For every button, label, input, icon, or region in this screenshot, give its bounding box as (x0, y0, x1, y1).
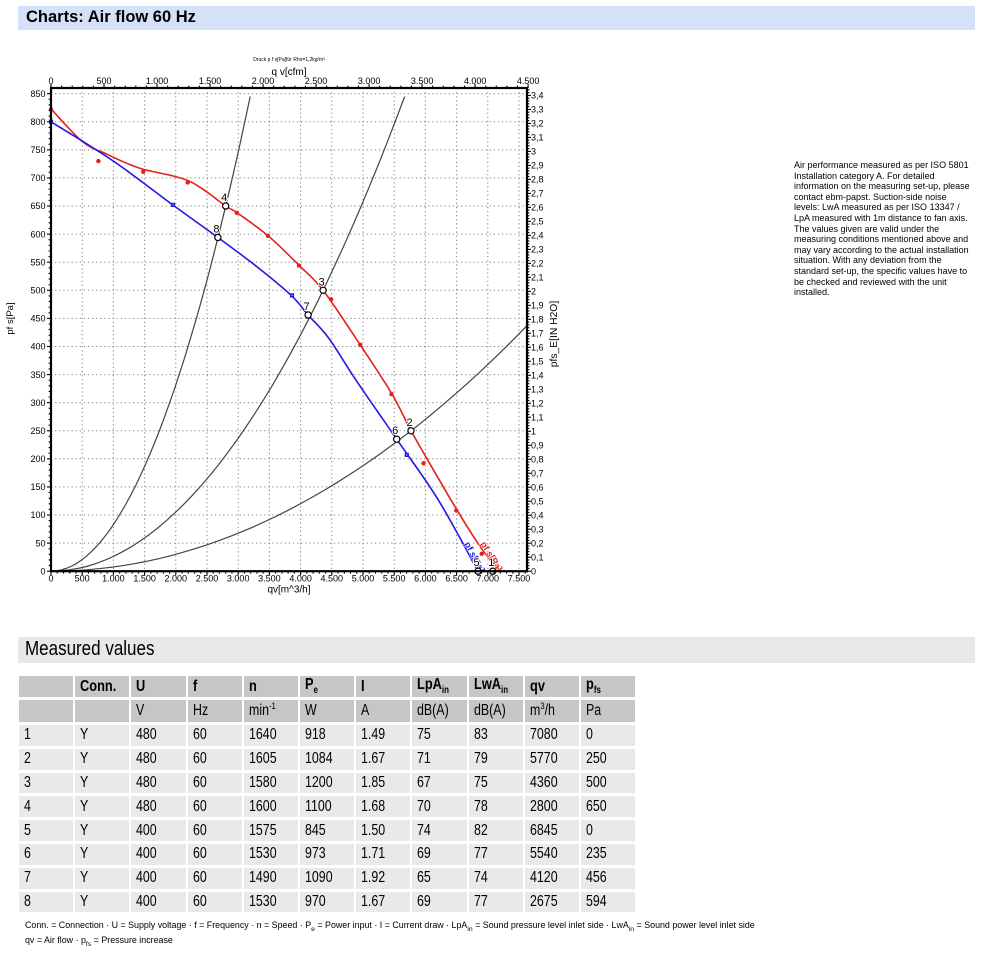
svg-text:350: 350 (30, 370, 45, 380)
svg-text:750: 750 (30, 145, 45, 155)
svg-text:850: 850 (30, 89, 45, 99)
svg-text:3.000: 3.000 (227, 574, 250, 584)
svg-text:250: 250 (30, 426, 45, 436)
svg-text:0,9: 0,9 (531, 441, 544, 451)
svg-text:1,5: 1,5 (531, 357, 544, 367)
svg-text:3,3: 3,3 (531, 105, 544, 115)
svg-text:600: 600 (30, 229, 45, 239)
svg-text:1.500: 1.500 (199, 76, 222, 86)
svg-text:1,2: 1,2 (531, 399, 544, 409)
svg-text:800: 800 (30, 117, 45, 127)
svg-text:3,4: 3,4 (531, 91, 544, 101)
svg-text:1: 1 (488, 557, 494, 569)
svg-text:0,5: 0,5 (531, 496, 544, 506)
svg-text:8: 8 (213, 224, 219, 236)
svg-text:4.000: 4.000 (464, 76, 487, 86)
svg-text:1,9: 1,9 (531, 301, 544, 311)
svg-text:2,3: 2,3 (531, 245, 544, 255)
svg-text:4: 4 (221, 192, 227, 204)
svg-text:0,8: 0,8 (531, 454, 544, 464)
svg-text:400: 400 (30, 342, 45, 352)
svg-text:7: 7 (304, 301, 310, 313)
svg-text:qv[m^3/h]: qv[m^3/h] (267, 585, 310, 596)
svg-text:3,1: 3,1 (531, 133, 544, 143)
svg-text:1: 1 (531, 427, 536, 437)
svg-text:1,3: 1,3 (531, 385, 544, 395)
svg-text:2: 2 (406, 417, 412, 429)
svg-text:1,7: 1,7 (531, 329, 544, 339)
svg-text:1.500: 1.500 (133, 574, 156, 584)
svg-text:2,4: 2,4 (531, 231, 544, 241)
svg-text:0,2: 0,2 (531, 538, 544, 548)
svg-text:1,4: 1,4 (531, 371, 544, 381)
svg-text:200: 200 (30, 454, 45, 464)
svg-text:3,2: 3,2 (531, 119, 544, 129)
svg-text:0: 0 (48, 76, 53, 86)
svg-text:3.500: 3.500 (411, 76, 434, 86)
svg-text:0,4: 0,4 (531, 510, 544, 520)
svg-text:50: 50 (35, 538, 45, 548)
svg-text:2,8: 2,8 (531, 175, 544, 185)
svg-text:4.000: 4.000 (289, 574, 312, 584)
svg-text:0,1: 0,1 (531, 552, 544, 562)
svg-text:2.500: 2.500 (196, 574, 219, 584)
svg-text:500: 500 (75, 574, 90, 584)
svg-text:Druck p f s[Pa]für Rho=1,2kg/m: Druck p f s[Pa]für Rho=1,2kg/m³ (253, 57, 325, 63)
svg-text:0,7: 0,7 (531, 468, 544, 478)
svg-text:3: 3 (319, 276, 325, 288)
svg-text:2,2: 2,2 (531, 259, 544, 269)
svg-text:7.000: 7.000 (477, 574, 500, 584)
svg-text:7.500: 7.500 (508, 574, 531, 584)
svg-text:4.500: 4.500 (321, 574, 344, 584)
svg-text:2,6: 2,6 (531, 203, 544, 213)
svg-text:3.500: 3.500 (258, 574, 281, 584)
svg-text:1,8: 1,8 (531, 315, 544, 325)
svg-text:500: 500 (30, 286, 45, 296)
svg-text:2,9: 2,9 (531, 161, 544, 171)
svg-text:100: 100 (30, 510, 45, 520)
svg-text:pf s[Pa]: pf s[Pa] (5, 302, 16, 334)
svg-text:4.500: 4.500 (517, 76, 540, 86)
svg-text:0: 0 (40, 566, 45, 576)
svg-text:1,1: 1,1 (531, 413, 544, 423)
svg-text:2: 2 (531, 287, 536, 297)
svg-text:pfs_E[IN H2O]: pfs_E[IN H2O] (549, 301, 560, 368)
svg-text:2,5: 2,5 (531, 217, 544, 227)
svg-text:2,1: 2,1 (531, 273, 544, 283)
svg-text:1.000: 1.000 (146, 76, 169, 86)
svg-text:5.000: 5.000 (352, 574, 375, 584)
svg-text:2.000: 2.000 (165, 574, 188, 584)
svg-text:500: 500 (96, 76, 111, 86)
svg-text:550: 550 (30, 257, 45, 267)
svg-text:2,7: 2,7 (531, 189, 544, 199)
svg-text:5.500: 5.500 (383, 574, 406, 584)
svg-text:2.000: 2.000 (252, 76, 275, 86)
svg-text:1,6: 1,6 (531, 343, 544, 353)
svg-text:q v[cfm]: q v[cfm] (271, 67, 306, 78)
svg-text:700: 700 (30, 173, 45, 183)
svg-text:0: 0 (531, 566, 536, 576)
svg-text:6: 6 (392, 425, 398, 437)
svg-text:650: 650 (30, 201, 45, 211)
svg-text:1.000: 1.000 (102, 574, 125, 584)
svg-text:0,6: 0,6 (531, 482, 544, 492)
svg-text:0: 0 (48, 574, 53, 584)
svg-text:2.500: 2.500 (305, 76, 328, 86)
svg-text:3: 3 (531, 147, 536, 157)
svg-text:3.000: 3.000 (358, 76, 381, 86)
svg-text:300: 300 (30, 398, 45, 408)
svg-text:5: 5 (474, 557, 480, 569)
svg-text:6.500: 6.500 (445, 574, 468, 584)
svg-text:450: 450 (30, 314, 45, 324)
svg-text:150: 150 (30, 482, 45, 492)
svg-text:6.000: 6.000 (414, 574, 437, 584)
svg-text:0,3: 0,3 (531, 524, 544, 534)
